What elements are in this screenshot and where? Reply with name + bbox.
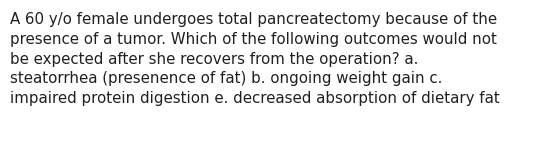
Text: A 60 y/o female undergoes total pancreatectomy because of the
presence of a tumo: A 60 y/o female undergoes total pancreat… — [10, 12, 500, 106]
